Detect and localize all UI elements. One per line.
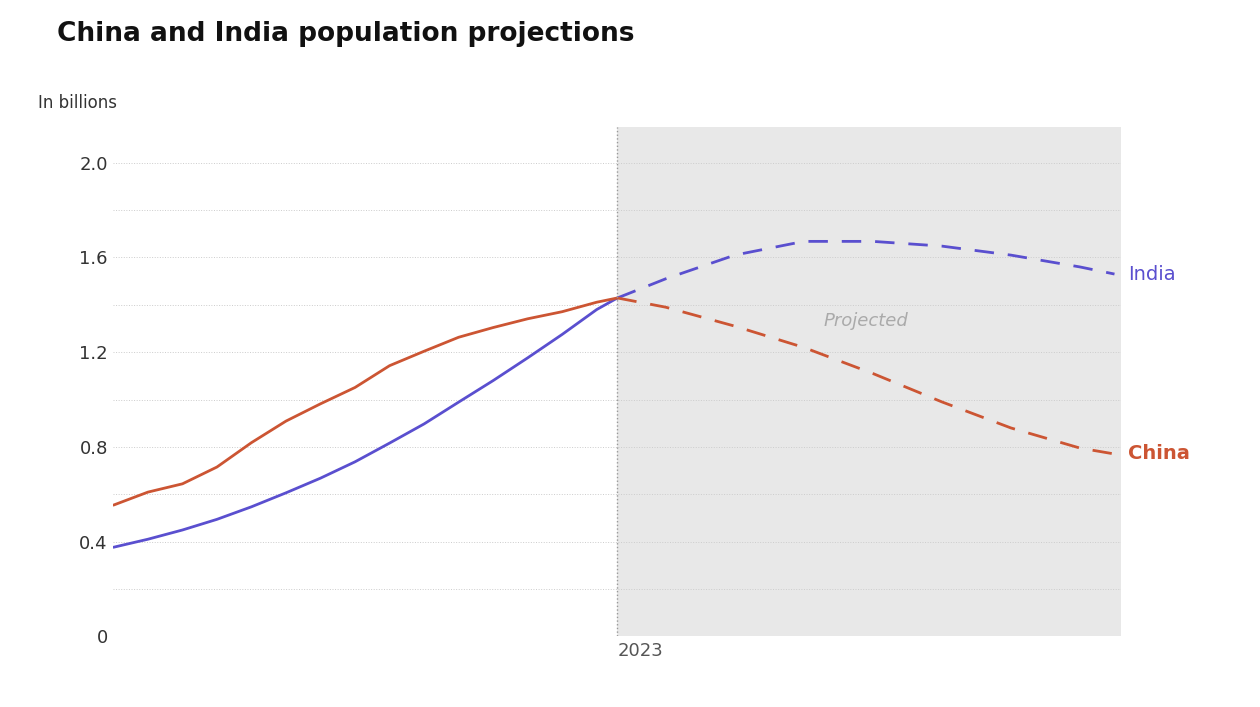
Text: China and India population projections: China and India population projections xyxy=(57,21,634,47)
Bar xyxy=(617,127,1128,636)
Text: Projected: Projected xyxy=(824,312,908,329)
Text: China: China xyxy=(1128,445,1191,464)
Text: In billions: In billions xyxy=(38,94,117,112)
Text: India: India xyxy=(1128,264,1176,284)
